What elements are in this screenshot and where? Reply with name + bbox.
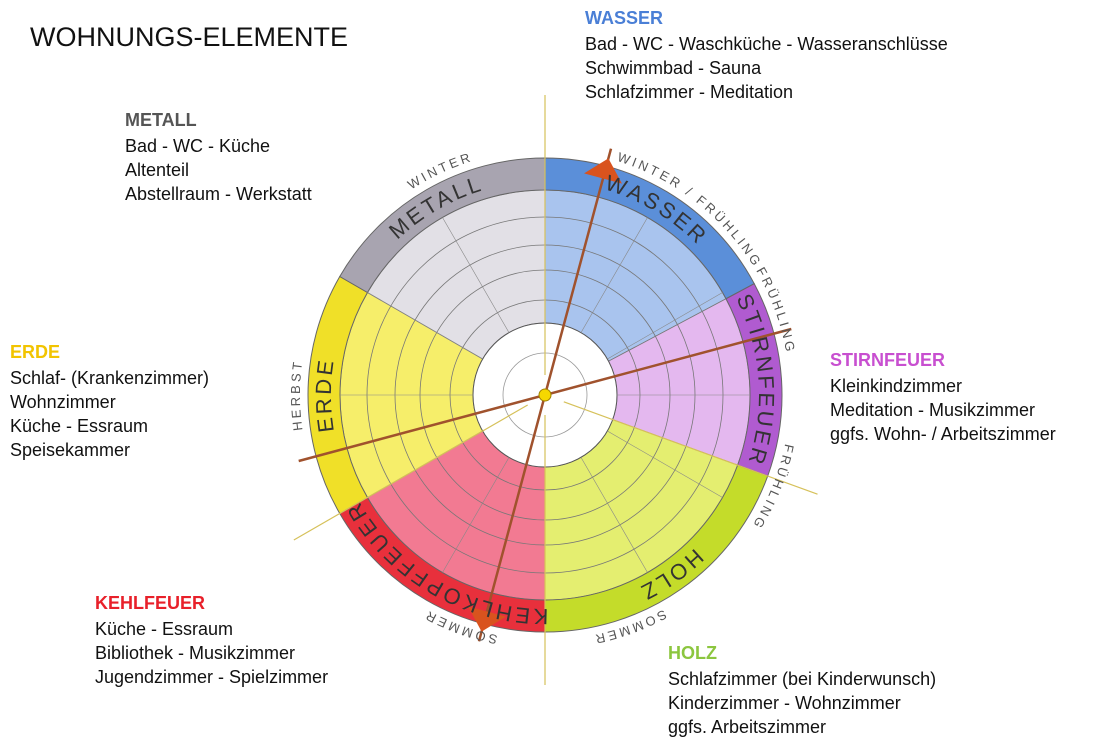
element-room: Bad - WC - Waschküche - Wasseranschlüsse (585, 34, 948, 54)
element-room: Bad - WC - Küche (125, 136, 270, 156)
element-room: Speisekammer (10, 440, 130, 460)
element-heading: HOLZ (668, 643, 717, 663)
element-room: Altenteil (125, 160, 189, 180)
element-room: Abstellraum - Werkstatt (125, 184, 312, 204)
element-room: Meditation - Musikzimmer (830, 400, 1035, 420)
element-room: Schlafzimmer (bei Kinderwunsch) (668, 669, 936, 689)
element-room: Schlaf- (Krankenzimmer) (10, 368, 209, 388)
element-room: Küche - Essraum (95, 619, 233, 639)
element-heading: STIRNFEUER (830, 350, 945, 370)
element-room: Küche - Essraum (10, 416, 148, 436)
element-room: Jugendzimmer - Spielzimmer (95, 667, 328, 687)
element-room: Kleinkindzimmer (830, 376, 962, 396)
element-room: Bibliothek - Musikzimmer (95, 643, 295, 663)
element-heading: METALL (125, 110, 197, 130)
page-title: WOHNUNGS-ELEMENTE (30, 22, 348, 52)
element-room: ggfs. Wohn- / Arbeitszimmer (830, 424, 1056, 444)
page: WOHNUNGS-ELEMENTE WASSERSTIRNFEUERHOLZKE… (0, 0, 1095, 742)
element-room: Kinderzimmer - Wohnzimmer (668, 693, 901, 713)
element-room: Wohnzimmer (10, 392, 116, 412)
element-room: ggfs. Arbeitszimmer (668, 717, 826, 737)
element-room: Schlafzimmer - Meditation (585, 82, 793, 102)
season-label-path: HERBST (288, 358, 306, 431)
element-wheel: WASSERSTIRNFEUERHOLZKEHLKOPFFEUERERDEMET… (288, 95, 818, 685)
element-heading: WASSER (585, 8, 663, 28)
season-label: HERBST (288, 358, 306, 431)
element-heading: KEHLFEUER (95, 593, 205, 613)
element-heading: ERDE (10, 342, 60, 362)
center-dot (539, 389, 551, 401)
element-room: Schwimmbad - Sauna (585, 58, 762, 78)
